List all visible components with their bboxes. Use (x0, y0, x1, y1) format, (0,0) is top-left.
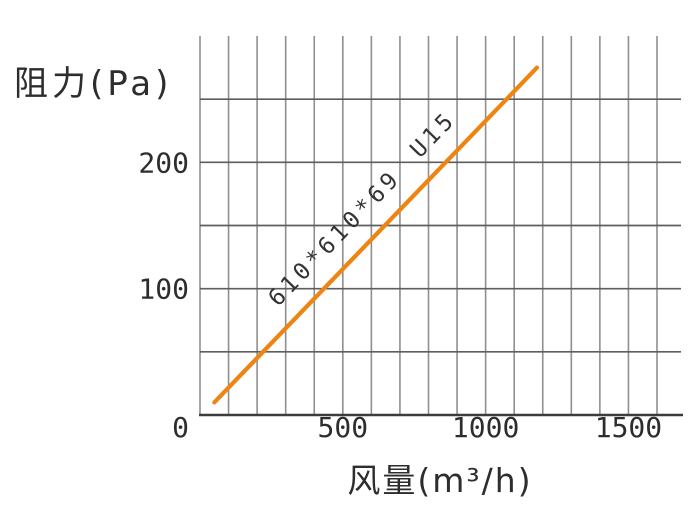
y-tick-label: 200 (138, 146, 189, 179)
series-line (212, 65, 540, 405)
x-tick-label: 1000 (452, 411, 519, 444)
y-axis-title: 阻力(Pa) (14, 64, 173, 104)
y-tick-label: 100 (138, 273, 189, 306)
x-tick-label: 500 (318, 411, 369, 444)
y-tick-label: 0 (172, 411, 189, 444)
x-tick-label: 1500 (595, 411, 662, 444)
x-axis-title: 风量(m³/h) (347, 461, 533, 500)
